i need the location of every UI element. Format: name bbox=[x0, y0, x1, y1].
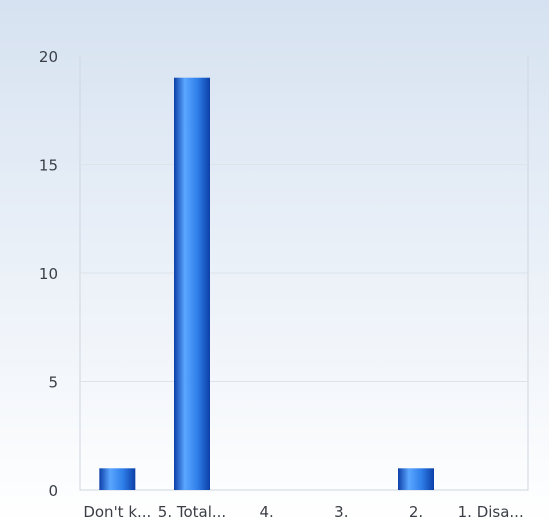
x-tick-label: 4. bbox=[260, 503, 274, 521]
y-tick-label: 20 bbox=[39, 48, 58, 66]
x-tick-label: 3. bbox=[334, 503, 348, 521]
x-tick-label: Don't k... bbox=[83, 503, 151, 521]
x-tick-label: 5. Total... bbox=[158, 503, 226, 521]
y-tick-label: 10 bbox=[39, 265, 58, 283]
bar bbox=[99, 468, 136, 490]
y-tick-label: 0 bbox=[48, 482, 58, 500]
x-tick-label: 1. Disa... bbox=[458, 503, 524, 521]
y-tick-label: 15 bbox=[39, 157, 58, 175]
bar bbox=[398, 468, 434, 490]
y-tick-label: 5 bbox=[48, 374, 58, 392]
bar bbox=[174, 77, 210, 490]
x-tick-label: 2. bbox=[409, 503, 423, 521]
